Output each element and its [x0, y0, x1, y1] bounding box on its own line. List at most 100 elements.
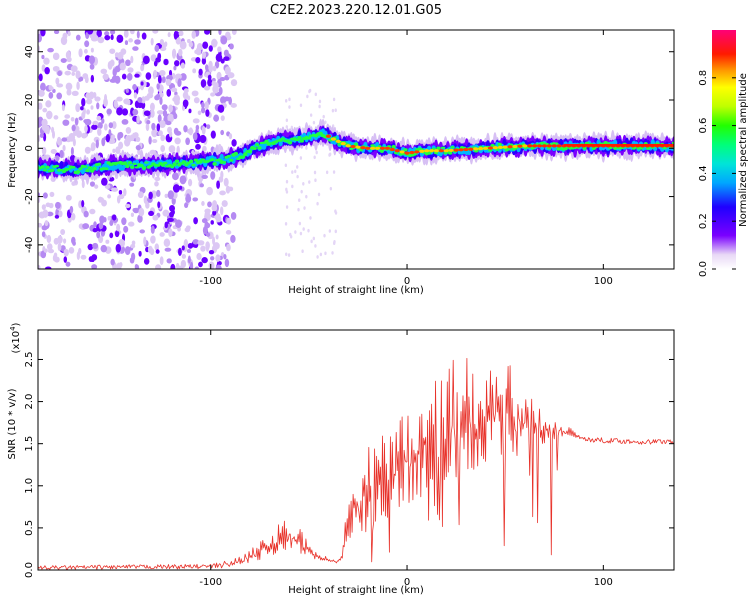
spectrogram-speck [291, 170, 294, 174]
spectrogram-speck [98, 221, 104, 230]
spectrogram-speck [316, 201, 319, 206]
spectrogram-speck [332, 170, 336, 174]
spectrogram-speck [197, 110, 202, 116]
spectrogram-speck [175, 219, 182, 228]
spectrogram-speck [44, 220, 49, 227]
spectrogram-speck [70, 146, 74, 156]
spectrogram-speck [221, 200, 228, 208]
spectrogram-speck [162, 42, 167, 48]
spectrogram-speck [136, 30, 140, 39]
ridge-cell [122, 161, 128, 166]
spectrogram-speck [104, 34, 111, 41]
spectrogram-speck [45, 100, 52, 108]
spectrogram-speck [285, 187, 288, 192]
spectrogram-speck [296, 174, 299, 179]
spectrogram-speck [92, 242, 99, 250]
spectrogram-speck [123, 188, 127, 197]
spectrogram-speck [124, 203, 131, 209]
spectrogram-speck [43, 132, 47, 142]
spectrogram-speck [133, 92, 138, 99]
spectrogram-speck [104, 31, 110, 36]
spectrogram-speck [153, 69, 158, 78]
spectrogram-speck [166, 258, 172, 264]
spectrogram-speck [167, 32, 171, 38]
ridge-cell [132, 162, 137, 166]
spectrogram-speck [84, 146, 91, 154]
y-tick-label: 1.0 [24, 478, 35, 494]
spectrogram-speck [71, 71, 76, 76]
spectrogram-speck [299, 231, 303, 236]
spectrogram-speck [223, 56, 230, 61]
spectrogram-speck [211, 80, 217, 86]
spectrogram-speck [90, 257, 95, 263]
spectrogram-speck [313, 155, 316, 160]
spectrogram-speck [159, 39, 164, 45]
spectrogram-speck [96, 30, 102, 38]
x-tick-label: -100 [199, 577, 222, 588]
spectrogram-speck [297, 207, 300, 212]
spectrogram-speck [170, 263, 176, 269]
spectrogram-speck [166, 217, 174, 222]
spectrogram-speck [41, 146, 47, 155]
spectrogram-speck [46, 243, 53, 251]
spectrogram-speck [195, 143, 201, 150]
bottom-x-axis-label: Height of straight line (km) [288, 585, 424, 596]
y-scale-factor: (x104) [9, 322, 22, 353]
spectrogram-speck [294, 230, 297, 234]
spectrogram-speck [53, 115, 59, 120]
spectrogram-speck [223, 253, 227, 260]
spectrogram-speck [230, 234, 236, 243]
spectrogram-speck [114, 52, 119, 58]
spectrogram-speck [301, 249, 304, 254]
spectrogram-speck [104, 184, 111, 189]
spectrogram-speck [199, 183, 204, 188]
spectrogram-speck [125, 61, 131, 66]
spectrogram-speck [108, 122, 114, 129]
spectrogram-speck [128, 38, 134, 43]
spectrogram-speck [115, 243, 122, 253]
ridge-cell [662, 146, 667, 150]
spectrogram-speck [119, 262, 123, 268]
spectrogram-speck [231, 139, 237, 147]
spectrogram-speck [173, 94, 181, 103]
spectrogram-speck [317, 192, 321, 197]
spectrogram-speck [169, 205, 176, 212]
snr-series-line [38, 358, 674, 570]
spectrogram-speck [150, 235, 156, 244]
ridge-peak [428, 149, 435, 153]
ridge-cell [82, 165, 88, 168]
ridge-peak [424, 149, 430, 153]
ridge-peak [360, 146, 366, 150]
spectrogram-speck [174, 73, 182, 80]
ridge-cell [448, 151, 453, 155]
spectrogram-speck [63, 248, 69, 257]
spectrogram-speck [218, 30, 222, 35]
ridge-cell [403, 148, 408, 152]
ridge-cell [193, 158, 199, 162]
spectrogram-speck [215, 254, 221, 262]
spectrogram-speck [168, 69, 173, 77]
spectrogram-speck [175, 262, 180, 269]
ridge-peak [419, 149, 425, 153]
spectrogram-speck [205, 109, 210, 117]
spectrogram-speck [155, 249, 160, 254]
spectrogram-speck [82, 73, 89, 80]
spectrogram-speck [192, 68, 197, 74]
spectrogram-speck [158, 130, 163, 136]
ridge-peak [532, 144, 538, 148]
spectrogram-speck [154, 44, 160, 52]
spectrogram-speck [132, 46, 139, 51]
ridge-peak [379, 146, 386, 150]
spectrogram-speck [201, 218, 208, 224]
spectrogram-speck [187, 178, 193, 187]
spectrogram-speck [47, 248, 55, 254]
spectrogram-speck [136, 115, 140, 124]
spectrogram-speck [148, 86, 154, 95]
spectrogram-speck [210, 256, 215, 261]
ridge-peak [365, 146, 371, 150]
spectrogram-speck [220, 58, 225, 64]
spectrogram-speck [168, 228, 173, 238]
spectrogram-speck [177, 78, 182, 87]
spectrogram-speck [224, 258, 230, 268]
spectrogram-speck [302, 181, 305, 186]
